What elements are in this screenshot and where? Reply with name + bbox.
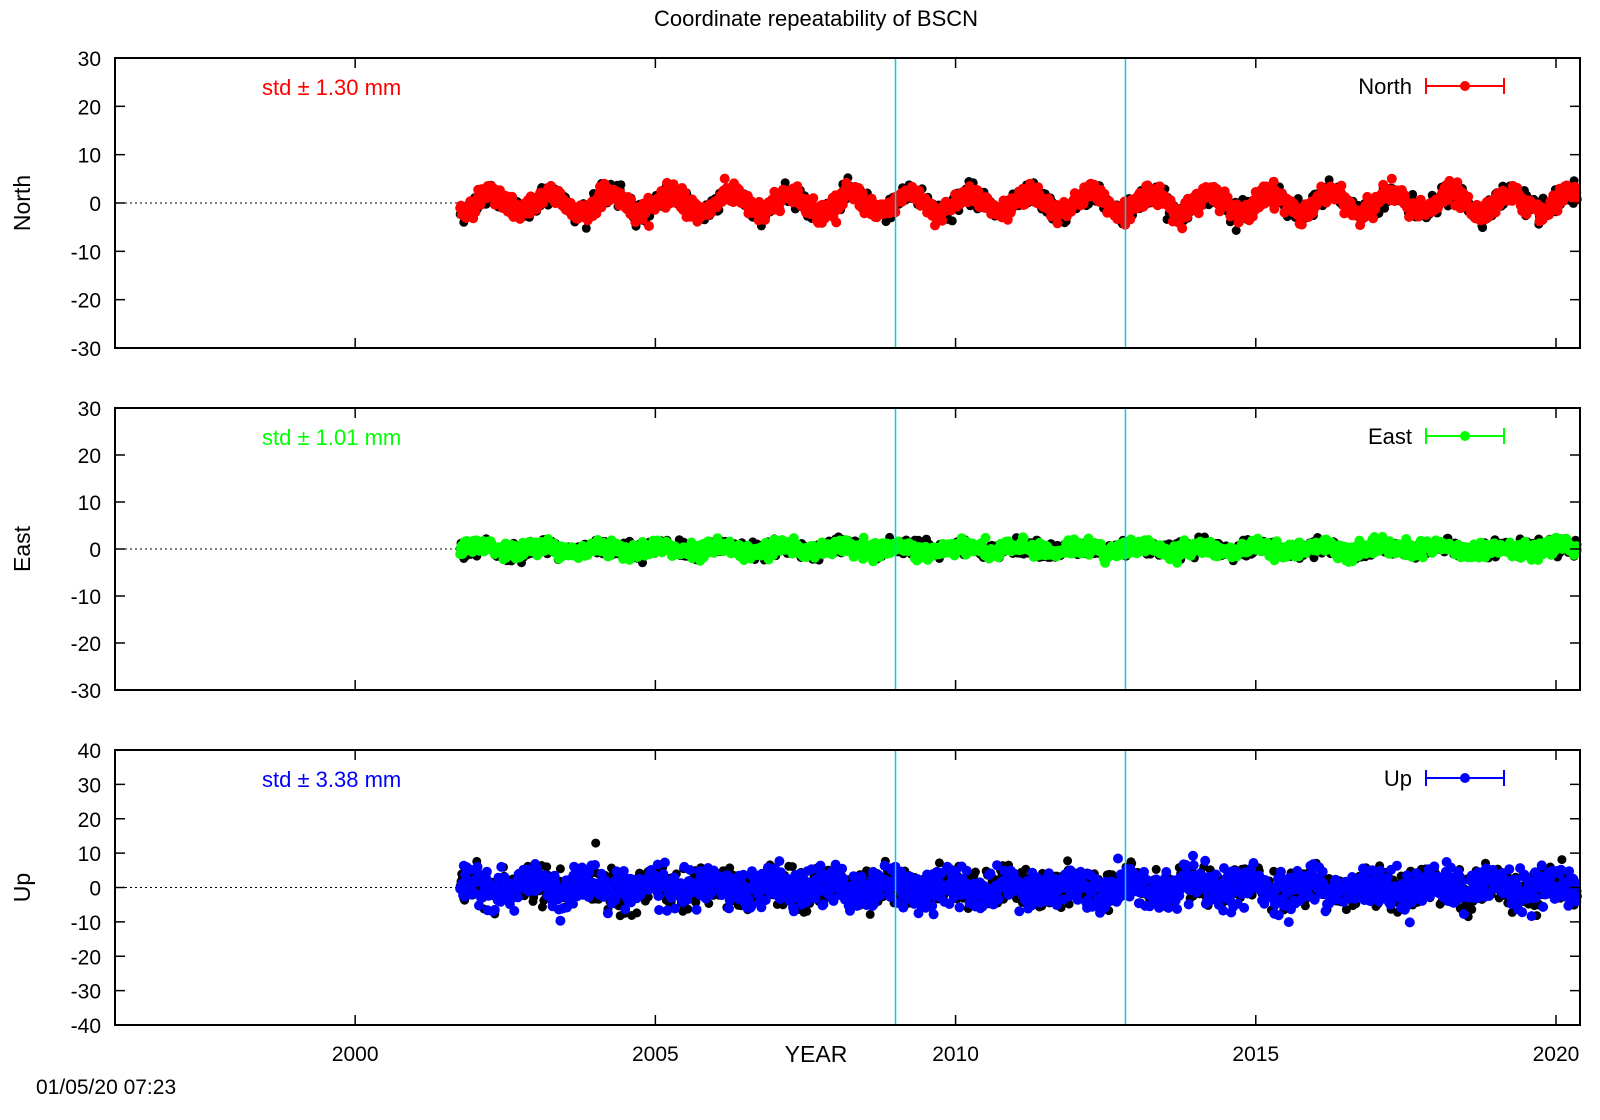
y-tick-label: -30 (71, 338, 101, 361)
data-point (808, 193, 819, 204)
data-point (1125, 214, 1136, 225)
data-point (831, 217, 842, 228)
legend-label-north: North (1358, 74, 1412, 99)
data-point (719, 173, 730, 184)
y-tick-label: -20 (71, 290, 101, 313)
data-point (1463, 191, 1474, 202)
y-tick-label: 0 (89, 193, 101, 216)
data-point (937, 215, 948, 226)
panel-north: 30 20 10 0 -10 -20 -30 North std ± 1.30 mm North (9, 48, 1582, 361)
data-point (1336, 180, 1347, 191)
data-point-shadow (1231, 226, 1241, 235)
data-point (1268, 176, 1279, 187)
y-tick-label: -10 (71, 241, 101, 264)
chart-title: Coordinate repeatability of BSCN (654, 6, 978, 31)
series-east (455, 531, 1582, 568)
data-point (1052, 218, 1063, 229)
data-point (1386, 173, 1397, 184)
data-point (775, 206, 786, 217)
data-point-shadow (581, 223, 591, 233)
y-tick-label: 30 (78, 48, 101, 71)
data-point-shadow (947, 216, 957, 226)
data-point (644, 221, 654, 231)
y-axis-label-north: North (9, 175, 35, 231)
data-point (1177, 223, 1188, 234)
std-annotation-north: std ± 1.30 mm (262, 75, 401, 100)
y-tick-label: 10 (78, 145, 101, 168)
y-tick-label: 20 (78, 96, 101, 119)
legend-marker (1460, 81, 1470, 91)
data-point (1368, 213, 1379, 224)
